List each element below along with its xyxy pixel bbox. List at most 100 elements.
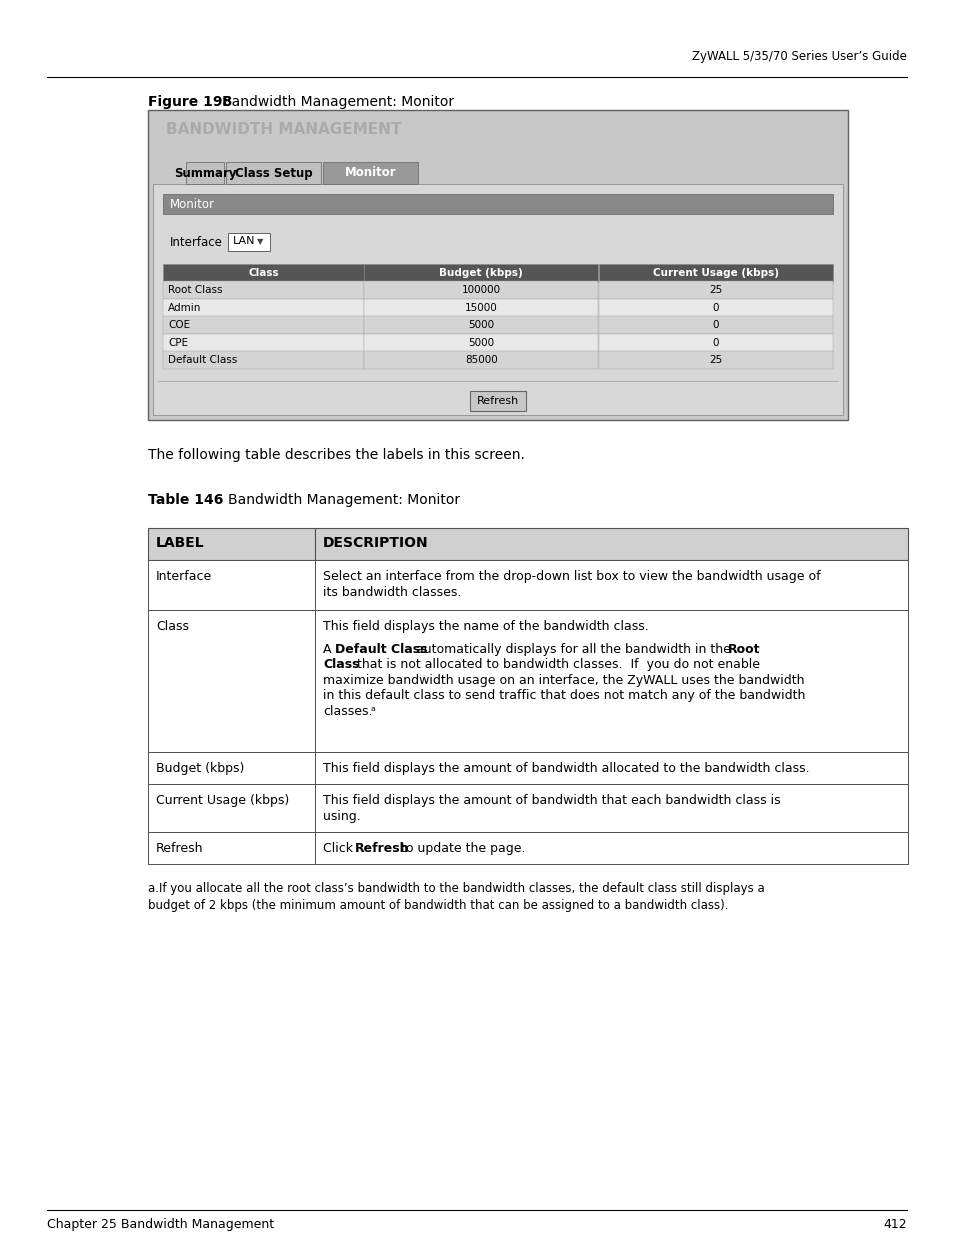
Text: Refresh: Refresh — [476, 396, 518, 406]
Text: automatically displays for all the bandwidth in the: automatically displays for all the bandw… — [412, 642, 735, 656]
Bar — [598, 282, 832, 299]
Text: that is not allocated to bandwidth classes.  If  you do not enable: that is not allocated to bandwidth class… — [353, 658, 760, 671]
Bar — [598, 333, 832, 352]
Bar — [163, 299, 364, 316]
Bar — [148, 529, 314, 559]
Text: LABEL: LABEL — [156, 536, 204, 550]
Bar — [314, 752, 907, 784]
Text: Click: Click — [323, 842, 356, 855]
Bar — [314, 559, 907, 610]
Text: 5000: 5000 — [468, 320, 494, 330]
Text: Class: Class — [323, 658, 359, 671]
Text: 0: 0 — [712, 303, 719, 312]
Text: 0: 0 — [712, 337, 719, 348]
Text: maximize bandwidth usage on an interface, the ZyWALL uses the bandwidth: maximize bandwidth usage on an interface… — [323, 673, 804, 687]
Bar — [152, 184, 842, 415]
Text: Current Usage (kbps): Current Usage (kbps) — [652, 268, 778, 278]
Bar — [148, 832, 314, 864]
Bar — [163, 352, 364, 369]
Text: budget of 2 kbps (the minimum amount of bandwidth that can be assigned to a band: budget of 2 kbps (the minimum amount of … — [148, 899, 728, 911]
Text: Admin: Admin — [168, 303, 201, 312]
Text: 85000: 85000 — [464, 356, 497, 366]
Text: Select an interface from the drop-down list box to view the bandwidth usage of: Select an interface from the drop-down l… — [323, 571, 820, 583]
Text: Monitor: Monitor — [344, 167, 395, 179]
Text: Interface: Interface — [170, 236, 223, 249]
Text: Monitor: Monitor — [170, 198, 214, 211]
Text: COE: COE — [168, 320, 190, 330]
Bar — [148, 784, 314, 832]
Text: Bandwidth Management: Monitor: Bandwidth Management: Monitor — [222, 95, 454, 109]
Text: Figure 198: Figure 198 — [148, 95, 232, 109]
Bar — [364, 333, 598, 352]
Text: using.: using. — [323, 809, 360, 823]
Text: The following table describes the labels in this screen.: The following table describes the labels… — [148, 448, 524, 462]
Text: Root: Root — [727, 642, 760, 656]
Text: Root Class: Root Class — [168, 285, 222, 295]
Bar — [598, 352, 832, 369]
Text: Refresh: Refresh — [355, 842, 409, 855]
Text: Table 146: Table 146 — [148, 493, 223, 508]
Text: in this default class to send traffic that does not match any of the bandwidth: in this default class to send traffic th… — [323, 689, 804, 701]
Bar — [314, 832, 907, 864]
Text: 100000: 100000 — [461, 285, 500, 295]
Text: Budget (kbps): Budget (kbps) — [439, 268, 522, 278]
Bar — [163, 316, 364, 333]
Text: 0: 0 — [712, 320, 719, 330]
Text: Budget (kbps): Budget (kbps) — [156, 762, 244, 776]
Text: LAN: LAN — [233, 236, 255, 246]
Text: Refresh: Refresh — [156, 842, 203, 855]
Text: Summary: Summary — [173, 167, 236, 179]
Text: Bandwidth Management: Monitor: Bandwidth Management: Monitor — [228, 493, 459, 508]
Text: Current Usage (kbps): Current Usage (kbps) — [156, 794, 289, 806]
Bar — [364, 282, 598, 299]
Bar — [228, 233, 270, 251]
Text: 5000: 5000 — [468, 337, 494, 348]
Bar — [163, 282, 364, 299]
Text: This field displays the amount of bandwidth that each bandwidth class is: This field displays the amount of bandwi… — [323, 794, 780, 806]
Bar — [148, 559, 314, 610]
Text: Class Setup: Class Setup — [234, 167, 312, 179]
Bar — [470, 391, 525, 411]
Text: DESCRIPTION: DESCRIPTION — [323, 536, 429, 550]
Bar — [186, 162, 224, 184]
Bar — [598, 264, 832, 282]
Bar — [364, 316, 598, 333]
Text: Class: Class — [248, 268, 278, 278]
Text: A: A — [323, 642, 335, 656]
Text: 15000: 15000 — [464, 303, 497, 312]
Text: This field displays the amount of bandwidth allocated to the bandwidth class.: This field displays the amount of bandwi… — [323, 762, 809, 776]
Bar — [163, 264, 364, 282]
Bar — [323, 162, 417, 184]
Bar — [148, 610, 314, 752]
Text: to update the page.: to update the page. — [396, 842, 525, 855]
Text: 25: 25 — [708, 285, 721, 295]
Text: Default Class: Default Class — [168, 356, 237, 366]
Bar — [364, 352, 598, 369]
Bar — [314, 610, 907, 752]
Text: CPE: CPE — [168, 337, 188, 348]
Bar — [314, 784, 907, 832]
Text: ᵃ: ᵃ — [371, 704, 375, 718]
Text: Chapter 25 Bandwidth Management: Chapter 25 Bandwidth Management — [47, 1218, 274, 1231]
Bar — [163, 333, 364, 352]
Bar — [148, 110, 847, 420]
Bar — [314, 529, 907, 559]
Bar — [364, 264, 598, 282]
Bar — [226, 162, 320, 184]
Bar — [364, 299, 598, 316]
Bar — [148, 752, 314, 784]
Text: Class: Class — [156, 620, 189, 634]
Text: BANDWIDTH MANAGEMENT: BANDWIDTH MANAGEMENT — [166, 122, 401, 137]
Text: Default Class: Default Class — [335, 642, 427, 656]
Bar — [163, 194, 832, 214]
Text: This field displays the name of the bandwidth class.: This field displays the name of the band… — [323, 620, 648, 634]
Text: 412: 412 — [882, 1218, 906, 1231]
Bar — [598, 299, 832, 316]
Text: Interface: Interface — [156, 571, 212, 583]
Text: its bandwidth classes.: its bandwidth classes. — [323, 585, 461, 599]
Text: ▼: ▼ — [256, 237, 263, 246]
Text: classes.: classes. — [323, 704, 373, 718]
Text: a.If you allocate all the root class’s bandwidth to the bandwidth classes, the d: a.If you allocate all the root class’s b… — [148, 882, 764, 895]
Text: ZyWALL 5/35/70 Series User’s Guide: ZyWALL 5/35/70 Series User’s Guide — [691, 49, 906, 63]
Bar — [598, 316, 832, 333]
